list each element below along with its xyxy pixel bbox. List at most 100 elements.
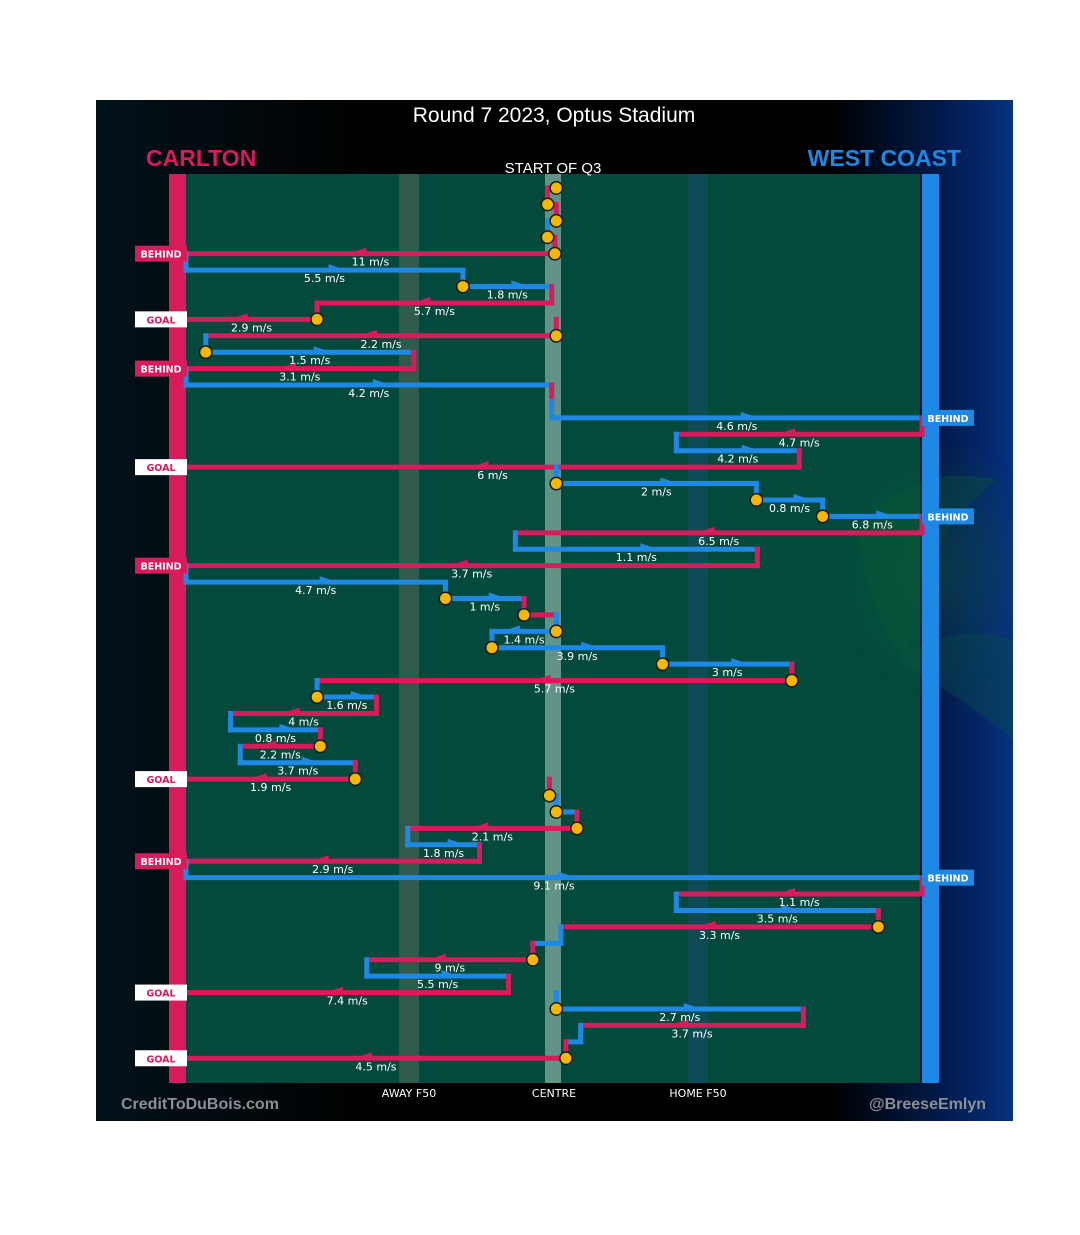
outcome-badge-12: [135, 360, 187, 377]
credit-left: CreditToDuBois.com: [121, 1096, 279, 1113]
outcome-label-50: GOAL: [146, 989, 175, 1000]
speed-label-32: 1.6 m/s: [326, 699, 367, 712]
speed-label-49: 5.5 m/s: [417, 978, 458, 991]
outcome-label-42: BEHIND: [140, 857, 181, 868]
possession-start-marker-1: [549, 181, 564, 195]
direction-arrow-28: [502, 625, 521, 634]
direction-arrow-45: [781, 904, 800, 913]
speed-label-29: 3.9 m/s: [557, 650, 598, 663]
speed-label-7: 1.8 m/s: [487, 289, 528, 302]
direction-arrow-42: [310, 855, 329, 864]
home-f50-line: [688, 174, 708, 1083]
speed-label-42: 2.9 m/s: [312, 863, 353, 876]
outcome-badge-24: [135, 557, 187, 574]
speed-label-13: 4.2 m/s: [348, 387, 389, 400]
outcome-badge-15: [922, 409, 974, 426]
outcome-label-24: BEHIND: [140, 562, 181, 573]
possession-start-marker-10: [549, 328, 564, 343]
direction-arrow-36: [301, 756, 320, 765]
direction-arrow-33: [281, 707, 300, 716]
speed-label-33: 4 m/s: [288, 715, 319, 728]
outcome-label-21: BEHIND: [927, 512, 968, 523]
outcome-badge-37: [135, 771, 187, 788]
direction-arrow-54: [353, 1052, 372, 1061]
direction-arrow-49: [441, 970, 460, 979]
outcome-badges: BEHIND GOAL BEHIND BEHIND GOAL BEHIND BEHIND GO…: [135, 245, 974, 1067]
outcome-badge-54: [135, 1050, 187, 1067]
speed-label-41: 1.8 m/s: [423, 847, 464, 860]
direction-arrow-31: [532, 674, 551, 683]
x-tick-centre: CENTRE: [532, 1087, 576, 1100]
direction-arrow-5: [348, 247, 367, 256]
direction-arrow-18: [470, 461, 489, 470]
away-f50-line: [399, 174, 419, 1083]
direction-arrow-34: [279, 723, 298, 732]
direction-arrow-37: [248, 773, 267, 782]
speed-label-34: 0.8 m/s: [255, 732, 296, 745]
speed-label-50: 7.4 m/s: [327, 995, 368, 1008]
possession-start-marker-3: [549, 213, 564, 228]
direction-arrow-22: [696, 526, 715, 535]
direction-arrow-11: [313, 346, 332, 355]
speed-label-45: 3.5 m/s: [757, 912, 798, 925]
speed-label-22: 6.5 m/s: [698, 535, 739, 548]
speed-label-19: 2 m/s: [641, 486, 672, 499]
chart-panel: Round 7 2023, Optus Stadium CARLTON WEST…: [96, 100, 1013, 1121]
speed-label-54: 4.5 m/s: [355, 1060, 396, 1073]
direction-arrow-32: [350, 691, 369, 700]
speed-label-15: 4.6 m/s: [716, 420, 757, 433]
direction-arrow-52: [670, 1019, 688, 1028]
possession-start-marker-38: [542, 788, 557, 803]
possession-start-marker-26: [438, 591, 453, 606]
possession-start-marker-35: [313, 739, 328, 754]
speed-label-48: 9 m/s: [434, 962, 465, 975]
outcome-label-9: GOAL: [146, 315, 175, 326]
outcome-label-37: GOAL: [146, 775, 175, 786]
outcome-label-43: BEHIND: [927, 874, 968, 885]
speed-label-35: 2.2 m/s: [260, 748, 301, 761]
direction-arrow-46: [697, 920, 716, 929]
direction-arrow-12: [277, 362, 296, 371]
outcome-badge-43: [922, 869, 974, 886]
direction-arrow-8: [412, 296, 431, 305]
chart-svg: Round 7 2023, Optus Stadium CARLTON WEST…: [121, 104, 1013, 1113]
possession-start-marker-20: [749, 493, 764, 507]
outcome-label-54: GOAL: [146, 1054, 175, 1065]
direction-arrow-35: [258, 740, 277, 749]
direction-arrow-26: [488, 592, 507, 601]
direction-arrow-40: [470, 822, 489, 831]
possession-start-marker-39: [549, 805, 564, 819]
speed-label-10: 2.2 m/s: [360, 338, 401, 351]
outcome-badge-18: [135, 459, 187, 476]
speed-label-40: 2.1 m/s: [472, 830, 513, 843]
direction-arrow-25: [319, 576, 338, 585]
direction-arrow-29: [581, 641, 600, 650]
speed-label-6: 5.5 m/s: [304, 272, 345, 285]
possession-start-marker-28: [549, 624, 564, 639]
possession-start-marker-21: [815, 509, 830, 524]
direction-arrow-23: [640, 543, 659, 552]
outcome-badge-42: [135, 853, 187, 870]
possession-start-marker-40: [570, 821, 584, 836]
speed-label-26: 1 m/s: [469, 601, 500, 614]
speed-label-51: 2.7 m/s: [659, 1011, 700, 1024]
speed-label-5: 11 m/s: [352, 256, 390, 269]
speed-label-28: 1.4 m/s: [504, 633, 545, 646]
direction-arrow-24: [449, 559, 468, 568]
outcome-label-5: BEHIND: [140, 250, 181, 261]
possession-start-marker-54: [559, 1051, 573, 1066]
right-team-label: WEST COAST: [808, 145, 961, 171]
direction-arrow-9: [229, 313, 248, 322]
direction-arrow-10: [359, 329, 378, 338]
speed-label-24: 3.7 m/s: [451, 568, 492, 581]
direction-arrow-13: [372, 379, 391, 388]
speed-label-25: 4.7 m/s: [295, 584, 336, 597]
speed-label-20: 0.8 m/s: [769, 502, 810, 515]
possession-start-marker-5: [547, 246, 562, 261]
carlton-goal-post: [169, 174, 186, 1083]
possession-start-marker-11: [198, 345, 213, 360]
possession-start-marker-2: [540, 197, 555, 212]
direction-arrow-21: [876, 510, 895, 519]
speed-labels: 11 m/s 5.5 m/s 1.8 m/s 5.7 m/s 2.9 m/s 2.2 m/…: [231, 256, 893, 1074]
credit-right: @BreeseEmlyn: [869, 1096, 986, 1113]
